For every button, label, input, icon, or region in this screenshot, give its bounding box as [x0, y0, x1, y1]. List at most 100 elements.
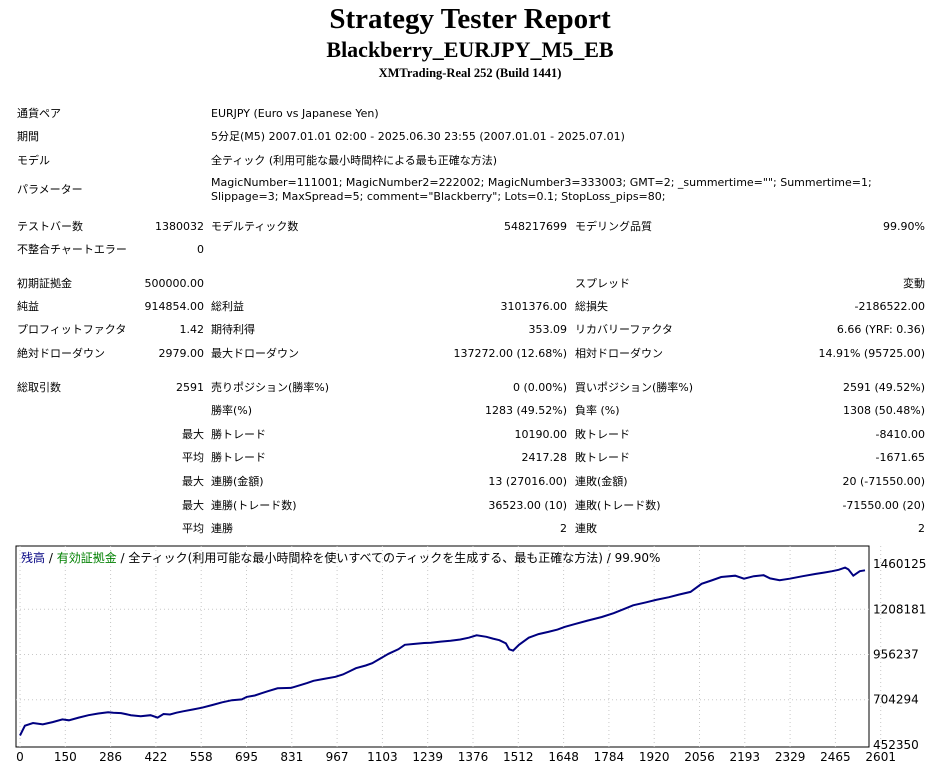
x-tick-label: 831 — [280, 750, 303, 764]
x-tick-label: 1239 — [412, 750, 443, 764]
short-label: 売りポジション(勝率%) — [211, 381, 330, 394]
report-title: Strategy Tester Report — [329, 3, 611, 35]
lossrate-value: 1308 (50.48%) — [842, 404, 925, 417]
period-label: 期間 — [17, 130, 39, 143]
balance-chart: 1460125 1208181 956237 704294 452350 0 150 286… — [15, 545, 937, 767]
legend-separator: / — [45, 551, 57, 565]
recovery-label: リカバリーファクタ — [575, 323, 673, 336]
bars-value: 1380032 — [155, 220, 204, 233]
avg-loss-value: -1671.65 — [875, 451, 925, 464]
plot-frame — [15, 545, 870, 748]
legend-balance: 残高 — [21, 550, 45, 565]
deposit-label: 初期証拠金 — [17, 277, 72, 290]
lossrate-label: 負率 (%) — [575, 404, 620, 417]
x-tick-label: 2465 — [820, 750, 851, 764]
largest-loss-value: -8410.00 — [875, 428, 925, 441]
pf-value: 1.42 — [179, 323, 205, 336]
model-label: モデル — [17, 154, 50, 167]
avg-win-value: 2417.28 — [521, 451, 568, 464]
max-cons-losses-value: 20 (-71550.00) — [842, 475, 925, 488]
max-dd-label: 最大ドローダウン — [211, 347, 299, 360]
params-value: MagicNumber=111001; MagicNumber2=222002;… — [211, 176, 872, 203]
gross-loss-value: -2186522.00 — [854, 300, 925, 313]
balance-series-line — [19, 566, 866, 736]
x-tick-label: 1648 — [548, 750, 579, 764]
quality-value: 99.90% — [883, 220, 925, 233]
net-value: 914854.00 — [144, 300, 205, 313]
params-label: パラメーター — [17, 183, 83, 196]
avg-cons-losses-value: 2 — [918, 522, 925, 535]
largest-loss-label: 敗トレード — [575, 428, 630, 441]
spread-value: 変動 — [903, 277, 925, 290]
x-tick-label: 2601 — [865, 750, 896, 764]
bars-label: テストバー数 — [17, 220, 83, 233]
long-label: 買いポジション(勝率%) — [575, 381, 694, 394]
net-label: 純益 — [17, 300, 39, 313]
avg-cons-wins-value: 2 — [560, 522, 567, 535]
gross-profit-value: 3101376.00 — [500, 300, 567, 313]
max-prefix-1: 最大 — [182, 428, 204, 441]
avg-win-label: 勝トレード — [211, 451, 266, 464]
avg-loss-label: 敗トレード — [575, 451, 630, 464]
y-tick-label: 704294 — [873, 693, 919, 707]
errors-label: 不整合チャートエラー — [17, 243, 127, 256]
max-cons-profit-label: 連勝(トレード数) — [211, 499, 297, 512]
expected-value: 353.09 — [528, 323, 568, 336]
period-value: 5分足(M5) 2007.01.01 02:00 - 2025.06.30 23… — [211, 130, 625, 143]
x-tick-label: 1376 — [458, 750, 489, 764]
y-tick-label: 1208181 — [873, 602, 926, 616]
max-cons-profit-value: 36523.00 (10) — [488, 499, 567, 512]
max-cons-wins-label: 連勝(金額) — [211, 475, 264, 488]
x-tick-label: 1512 — [503, 750, 534, 764]
long-value: 2591 (49.52%) — [842, 381, 925, 394]
model-value: 全ティック (利用可能な最小時間枠による最も正確な方法) — [211, 154, 498, 167]
gross-profit-label: 総利益 — [211, 300, 244, 313]
x-tick-label: 1784 — [594, 750, 625, 764]
spread-label: スプレッド — [575, 277, 630, 290]
x-tick-label: 695 — [235, 750, 258, 764]
deposit-value: 500000.00 — [144, 277, 205, 290]
rel-dd-label: 相対ドローダウン — [575, 347, 663, 360]
ticks-label: モデルティック数 — [211, 220, 299, 233]
errors-value: 0 — [197, 243, 204, 256]
x-tick-label: 2056 — [684, 750, 715, 764]
abs-dd-label: 絶対ドローダウン — [17, 347, 105, 360]
balance-chart-svg: 1460125 1208181 956237 704294 452350 0 150 286… — [15, 545, 926, 764]
short-value: 0 (0.00%) — [512, 381, 567, 394]
expected-label: 期待利得 — [211, 323, 255, 336]
total-trades-label: 総取引数 — [17, 381, 61, 394]
avg-cons-wins-label: 連勝 — [211, 522, 233, 535]
recovery-value: 6.66 (YRF: 0.36) — [836, 323, 925, 336]
ticks-value: 548217699 — [504, 220, 567, 233]
avg-prefix-1: 平均 — [182, 451, 204, 464]
total-trades-value: 2591 — [176, 381, 204, 394]
max-cons-wins-value: 13 (27016.00) — [488, 475, 567, 488]
legend-equity: 有効証拠金 — [57, 550, 117, 565]
gross-loss-label: 総損失 — [575, 300, 608, 313]
x-tick-label: 0 — [16, 750, 24, 764]
rel-dd-value: 14.91% (95725.00) — [818, 347, 925, 360]
quality-label: モデリング品質 — [575, 220, 652, 233]
x-tick-label: 1103 — [367, 750, 398, 764]
max-prefix-3: 最大 — [182, 499, 204, 512]
x-tick-label: 2329 — [775, 750, 806, 764]
server-build: XMTrading-Real 252 (Build 1441) — [378, 66, 562, 80]
x-tick-label: 286 — [99, 750, 122, 764]
report-subtitle: Blackberry_EURJPY_M5_EB — [326, 37, 614, 62]
largest-win-value: 10190.00 — [514, 428, 568, 441]
max-prefix-2: 最大 — [182, 475, 204, 488]
pf-label: プロフィットファクタ — [17, 323, 127, 336]
x-tick-label: 967 — [326, 750, 349, 764]
x-tick-label: 1920 — [639, 750, 670, 764]
winrate-value: 1283 (49.52%) — [484, 404, 567, 417]
avg-cons-losses-label: 連敗 — [575, 522, 597, 535]
x-tick-label: 558 — [190, 750, 213, 764]
y-tick-label: 452350 — [873, 738, 919, 752]
winrate-label: 勝率(%) — [211, 404, 253, 417]
x-tick-label: 2193 — [730, 750, 761, 764]
max-cons-loss-value: -71550.00 (20) — [842, 499, 925, 512]
abs-dd-value: 2979.00 — [158, 347, 205, 360]
legend-description: / 全ティック(利用可能な最小時間枠を使いすべてのティックを生成する、最も正確な… — [117, 550, 661, 565]
max-cons-loss-label: 連敗(トレード数) — [575, 499, 661, 512]
symbol-value: EURJPY (Euro vs Japanese Yen) — [211, 107, 379, 120]
